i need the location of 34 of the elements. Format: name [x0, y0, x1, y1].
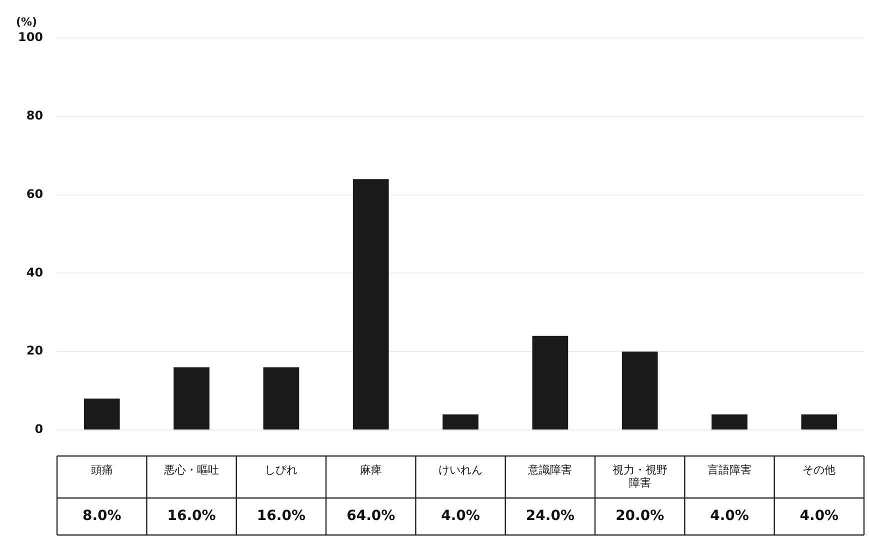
- data-label: 4.0%: [710, 508, 749, 524]
- x-tick-label: その他: [802, 463, 836, 476]
- x-tick-label: しびれ: [264, 463, 298, 476]
- data-label: 16.0%: [256, 508, 306, 524]
- bar: [712, 414, 748, 430]
- bar: [352, 179, 389, 430]
- y-tick-label: 0: [34, 422, 44, 436]
- y-tick-label: 40: [26, 265, 44, 280]
- y-axis-title: (%): [16, 15, 38, 28]
- data-label: 4.0%: [800, 508, 839, 524]
- x-tick-label: 意識障害: [527, 463, 572, 476]
- bar: [174, 367, 210, 430]
- bar: [442, 414, 478, 430]
- y-tick-label: 60: [26, 186, 44, 201]
- data-label: 4.0%: [441, 508, 480, 524]
- y-tick-label: 20: [26, 344, 44, 358]
- y-tick-label: 100: [18, 30, 44, 44]
- bar: [801, 414, 838, 430]
- bar: [263, 367, 300, 430]
- x-tick-label: けいれん: [438, 463, 483, 476]
- x-tick-label: 言語障害: [708, 463, 752, 476]
- data-label: 20.0%: [616, 508, 664, 524]
- x-tick-label: 視力・視野障害: [612, 463, 668, 490]
- bar: [622, 352, 658, 430]
- data-label: 8.0%: [82, 508, 122, 524]
- bar: [84, 398, 120, 430]
- x-tick-label: 頭痛: [90, 463, 113, 476]
- y-tick-label: 80: [26, 108, 44, 123]
- x-tick-label: 麻痺: [360, 463, 382, 476]
- data-label: 64.0%: [346, 508, 396, 524]
- data-label: 16.0%: [167, 508, 216, 524]
- x-tick-label: 悪心・嘔吐: [163, 463, 220, 476]
- data-label: 24.0%: [526, 508, 574, 524]
- bar: [532, 336, 568, 430]
